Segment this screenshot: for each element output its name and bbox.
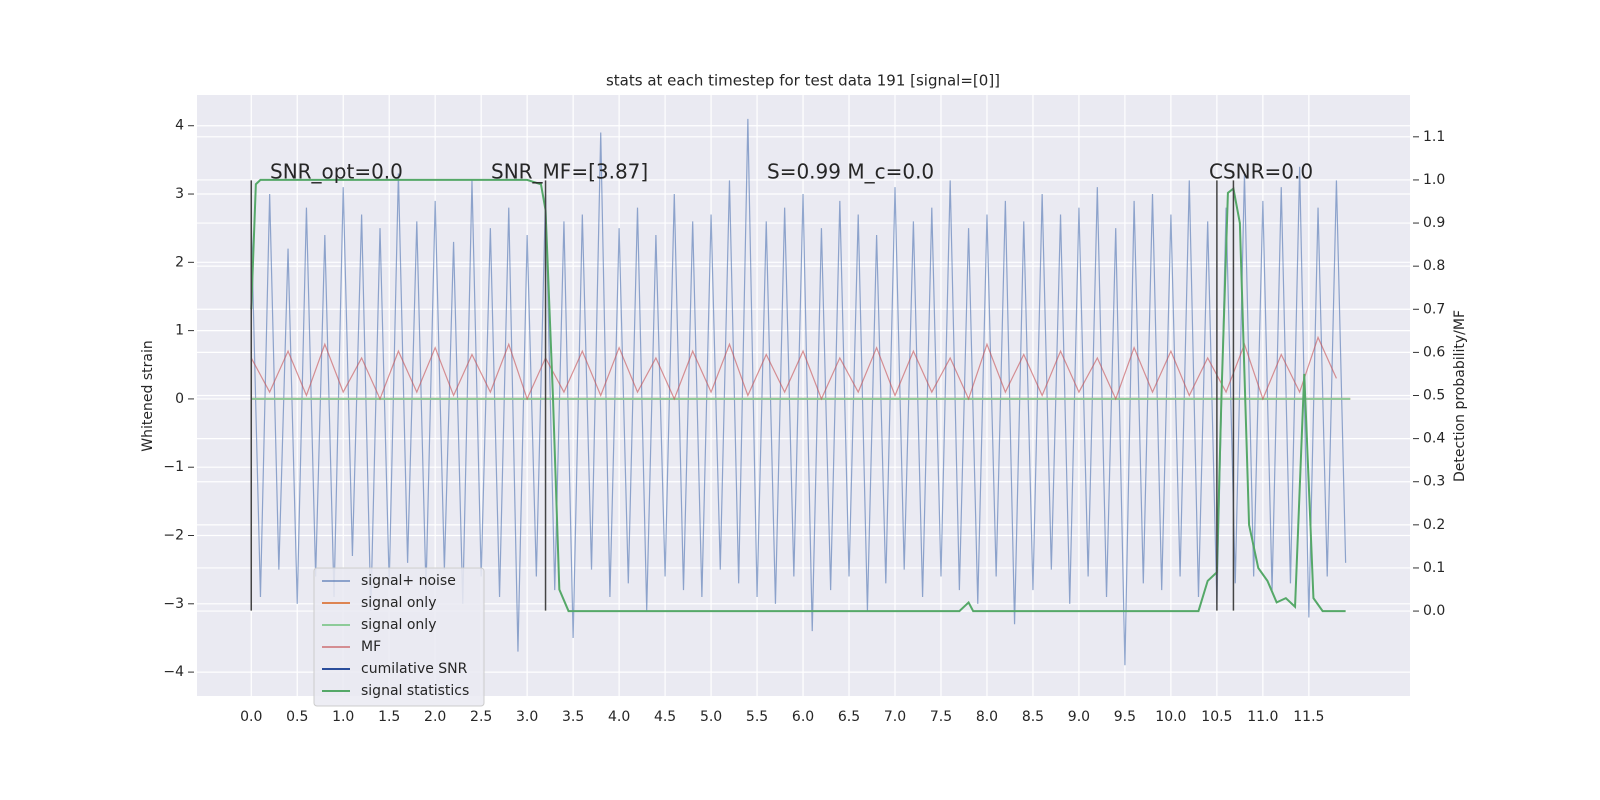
x-tick-label: 1.0 (332, 709, 354, 725)
annotation: SNR_MF=[3.87] (491, 160, 648, 184)
x-tick-label: 10.0 (1155, 709, 1186, 725)
x-tick-label: 8.5 (1022, 709, 1044, 725)
x-tick-label: 9.5 (1114, 709, 1136, 725)
x-tick-label: 11.0 (1247, 709, 1278, 725)
y2-tick-label: 0.8 (1423, 258, 1445, 274)
y2-tick-label: 0.5 (1423, 388, 1445, 404)
y2-tick-label: 0.2 (1423, 517, 1445, 533)
x-tick-label: 8.0 (976, 709, 998, 725)
y2-tick-label: 0.1 (1423, 560, 1445, 576)
y2-tick-label: 0.4 (1423, 431, 1445, 447)
y-tick-label: 3 (175, 186, 184, 202)
legend-label: MF (361, 639, 381, 655)
legend-label: cumilative SNR (361, 661, 468, 677)
y-tick-label: 0 (175, 391, 184, 407)
x-tick-label: 4.0 (608, 709, 630, 725)
y2-tick-label: 0.7 (1423, 301, 1445, 317)
y-axis-label: Whitened strain (140, 340, 156, 451)
y-tick-label: 4 (175, 118, 184, 134)
x-tick-label: 1.5 (378, 709, 400, 725)
x-tick-label: 9.0 (1068, 709, 1090, 725)
x-tick-label: 5.0 (700, 709, 722, 725)
x-tick-label: 0.0 (240, 709, 262, 725)
legend-label: signal only (361, 595, 436, 611)
x-tick-label: 5.5 (746, 709, 768, 725)
y-tick-label: −3 (163, 596, 184, 612)
x-tick-label: 3.5 (562, 709, 584, 725)
annotation: CSNR=0.0 (1209, 160, 1313, 184)
y-tick-label: −4 (163, 664, 184, 680)
x-tick-label: 4.5 (654, 709, 676, 725)
x-tick-label: 2.5 (470, 709, 492, 725)
legend: signal+ noise signal only signal only MF cum… (313, 567, 485, 707)
x-tick-label: 11.5 (1293, 709, 1324, 725)
annotation: S=0.99 M_c=0.0 (767, 160, 934, 184)
chart-title: stats at each timestep for test data 191… (606, 72, 1000, 90)
y2-tick-label: 0.0 (1423, 603, 1445, 619)
x-tick-label: 7.0 (884, 709, 906, 725)
x-tick-label: 0.5 (286, 709, 308, 725)
y-tick-label: 2 (175, 254, 184, 270)
y2-axis-label: Detection probability/MF (1452, 310, 1468, 482)
y2-tick-label: 0.3 (1423, 474, 1445, 490)
series-line (250, 335, 1337, 401)
series-line (250, 118, 1347, 666)
x-tick-label: 10.5 (1201, 709, 1232, 725)
legend-label: signal only (361, 617, 436, 633)
x-tick-label: 3.0 (516, 709, 538, 725)
y-tick-label: −2 (163, 528, 184, 544)
x-tick-label: 2.0 (424, 709, 446, 725)
y2-tick-label: 1.1 (1423, 129, 1445, 145)
y-tick-label: −1 (163, 459, 184, 475)
legend-label: signal statistics (361, 683, 469, 699)
y-tick-label: 1 (175, 323, 184, 339)
annotation: SNR_opt=0.0 (270, 160, 403, 184)
x-tick-label: 7.5 (930, 709, 952, 725)
y2-tick-label: 0.9 (1423, 215, 1445, 231)
legend-label: signal+ noise (361, 573, 456, 589)
series-line (250, 178, 1346, 613)
x-tick-label: 6.5 (838, 709, 860, 725)
y2-tick-label: 1.0 (1423, 172, 1445, 188)
legend-box (313, 567, 485, 707)
x-tick-label: 6.0 (792, 709, 814, 725)
y2-tick-label: 0.6 (1423, 344, 1445, 360)
